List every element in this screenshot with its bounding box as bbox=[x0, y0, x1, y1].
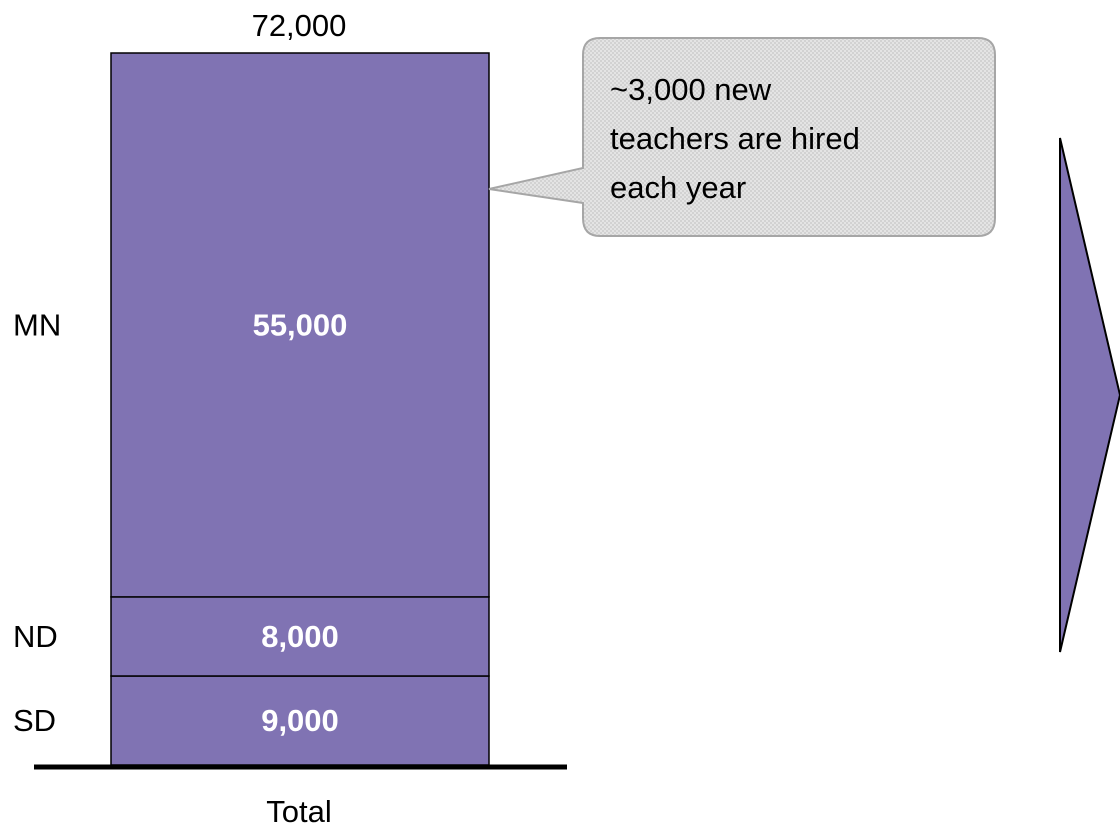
data-label-nd: 8,000 bbox=[261, 619, 339, 654]
series-label-nd: ND bbox=[13, 619, 58, 654]
callout-line-2: teachers are hired bbox=[610, 121, 860, 156]
series-label-mn: MN bbox=[13, 307, 61, 342]
x-tick-label-total: Total bbox=[266, 794, 331, 829]
callout-line-1: ~3,000 new bbox=[610, 72, 772, 107]
data-label-sd: 9,000 bbox=[261, 703, 339, 738]
bar-segment-nd bbox=[110, 596, 490, 677]
data-label-mn: 55,000 bbox=[253, 307, 348, 342]
series-label-sd: SD bbox=[13, 703, 56, 738]
bar-segment-mn bbox=[110, 52, 490, 598]
bar-segments: 9,000 8,000 55,000 bbox=[110, 52, 490, 766]
callout-annotation: ~3,000 new teachers are hired each year bbox=[488, 37, 996, 237]
callout-bubble bbox=[488, 37, 996, 237]
total-value-label: 72,000 bbox=[252, 8, 347, 43]
callout-line-3: each year bbox=[610, 170, 746, 205]
bar-segment-sd bbox=[110, 675, 490, 766]
right-arrow-icon bbox=[1059, 137, 1120, 653]
series-labels: SD ND MN bbox=[13, 307, 61, 738]
